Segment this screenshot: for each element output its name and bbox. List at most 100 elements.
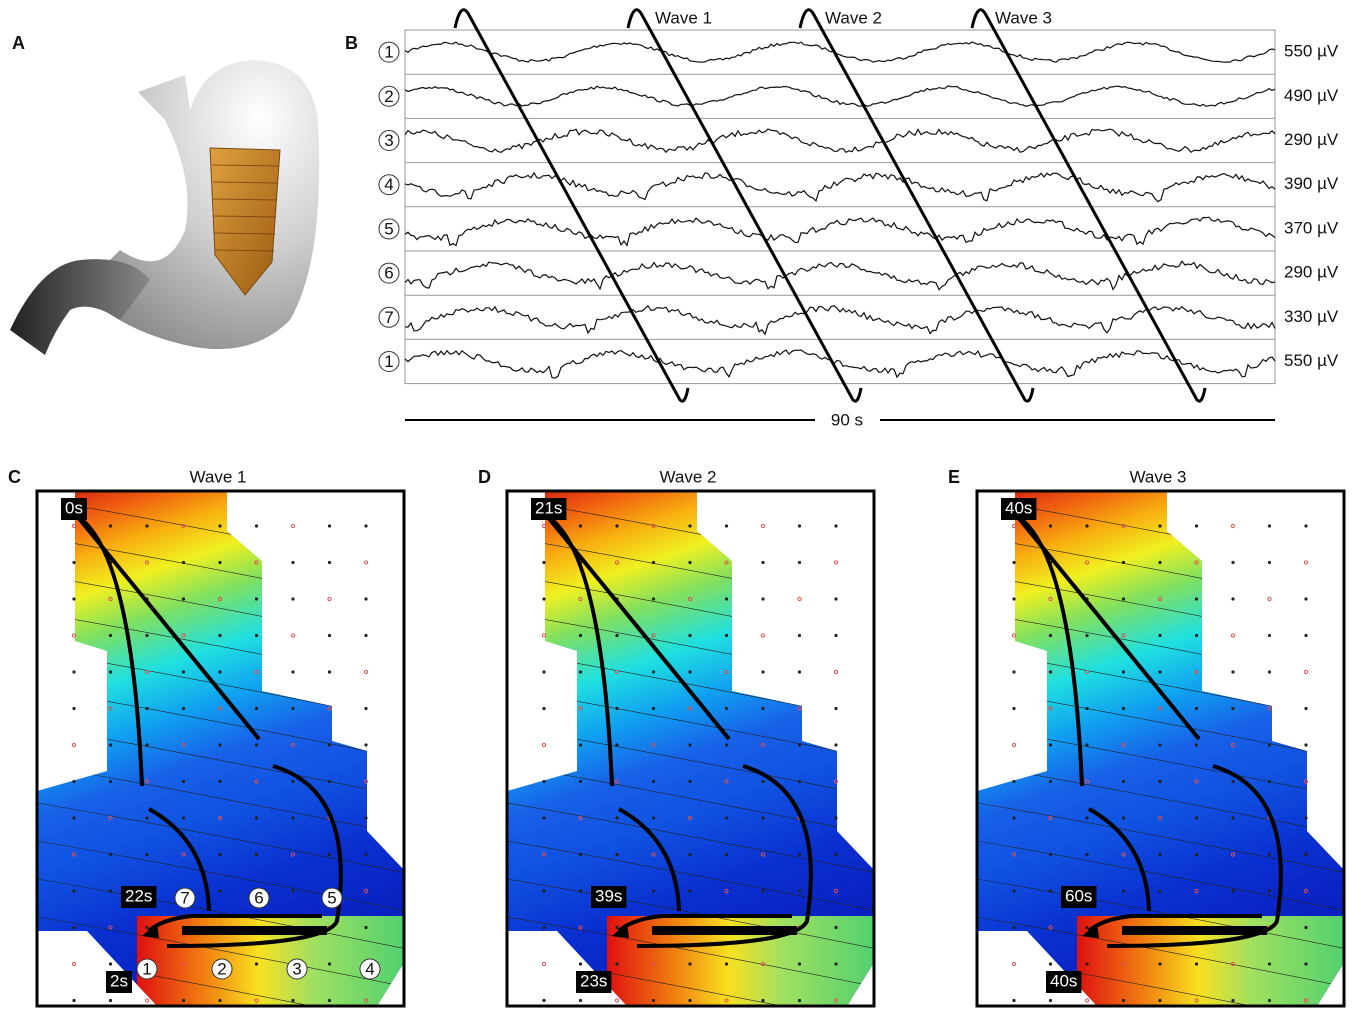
electrode-dot — [1194, 706, 1199, 711]
electrode-dot — [364, 925, 368, 930]
electrode-dot — [144, 669, 150, 675]
electrode-dot — [181, 742, 186, 748]
electrode-dot — [724, 524, 729, 528]
electrode-dot — [327, 779, 332, 784]
electrode-label: 1 — [142, 959, 151, 978]
electrode-dot — [181, 706, 186, 711]
electrode-dot — [145, 706, 149, 711]
electrode-dot — [578, 998, 583, 1003]
contour-fill — [977, 491, 1345, 1006]
electrode-dot — [615, 743, 619, 747]
electrode-dot — [688, 779, 692, 784]
electrode-dot — [254, 743, 259, 747]
electrode-dot — [1158, 998, 1162, 1003]
electrode-dot — [761, 560, 765, 565]
amplitude-label: 550 µV — [1284, 42, 1339, 61]
arrow-bar — [1122, 926, 1267, 935]
time-tag: 23s — [580, 971, 607, 990]
electrode-dot — [181, 998, 186, 1003]
electrode-dot — [1267, 524, 1272, 528]
electrode-dot — [688, 743, 692, 747]
electrode-dot — [615, 524, 619, 528]
electrode-dot — [542, 779, 546, 784]
time-tag-bg — [576, 971, 612, 993]
electrode-dot — [290, 742, 296, 748]
amplitude-label: 290 µV — [1284, 130, 1339, 149]
electrode-dot — [145, 743, 149, 747]
signal-trace — [404, 216, 1276, 247]
electrode-dot — [651, 597, 656, 601]
electrode-dot — [144, 998, 150, 1003]
electrode-dot — [578, 815, 583, 821]
electrode-dot — [1231, 560, 1235, 565]
wave-arrow — [970, 8, 1207, 403]
amplitude-label: 330 µV — [1284, 307, 1339, 326]
electrode-dot — [108, 852, 113, 857]
electrode-dot — [615, 816, 619, 820]
electrode-circle — [359, 958, 381, 980]
wave-label: Wave 1 — [655, 8, 712, 27]
electrode-dot — [761, 597, 765, 601]
electrode-dot — [651, 560, 656, 565]
electrode-dot — [145, 925, 149, 930]
electrode-dot — [1084, 669, 1090, 675]
propagation-arrow — [545, 514, 731, 741]
wave-arrow — [626, 8, 863, 403]
time-tag: 40s — [1050, 971, 1077, 990]
propagation-arrow — [75, 514, 261, 741]
time-tag-bg — [531, 498, 567, 520]
electrode-dot — [1158, 524, 1162, 528]
electrode-dot — [1267, 998, 1272, 1003]
electrode-dot — [108, 670, 113, 674]
electrode-circle — [321, 887, 343, 909]
propagation-arrow — [545, 514, 614, 787]
amplitude-label: 290 µV — [1284, 263, 1339, 282]
electrode-dot — [724, 560, 729, 565]
electrode-dot — [254, 633, 259, 638]
electrode-dot — [181, 852, 186, 857]
electrode-dot — [218, 889, 222, 893]
electrode-dot — [797, 560, 802, 565]
electrode-dot — [1048, 670, 1053, 674]
electrode-dot — [108, 925, 113, 930]
signal-trace — [404, 304, 1276, 336]
electrode-dot — [327, 743, 332, 747]
electrode-dot — [541, 742, 547, 748]
arrow-head — [142, 923, 159, 938]
electrode-label: 4 — [365, 959, 374, 978]
electrode-dot — [72, 560, 76, 565]
electrode-dot — [1157, 706, 1163, 711]
electrode-dot — [1012, 560, 1016, 565]
electrode-dot — [651, 706, 656, 711]
panel-label: D — [478, 467, 491, 487]
electrode-dot — [687, 596, 693, 602]
electrode-dot — [1267, 560, 1272, 565]
electrode-dot — [1084, 779, 1090, 784]
electrode-dot — [1303, 888, 1309, 894]
electrode-dot — [542, 925, 546, 930]
electrode-dot — [1048, 596, 1053, 602]
electrode-dot — [578, 524, 583, 528]
amplitude-label: 550 µV — [1284, 351, 1339, 370]
channel-label: 1 — [384, 43, 393, 62]
electrode-dot — [578, 670, 583, 674]
electrode-dot — [542, 670, 546, 674]
electrode-dot — [1194, 779, 1199, 784]
electrode-dot — [833, 779, 839, 784]
electrode-dot — [108, 633, 113, 638]
electrode-dot — [833, 888, 839, 894]
electrode-dot — [651, 523, 656, 529]
electrode-dot — [327, 852, 332, 857]
propagation-arrow — [1106, 764, 1283, 948]
isoline — [37, 840, 405, 912]
electrode-dot — [834, 633, 838, 638]
signal-trace — [404, 41, 1276, 63]
channel-circle — [378, 218, 400, 240]
propagation-arrow — [636, 764, 813, 948]
time-tag: 0s — [65, 498, 83, 517]
electrode-dot — [1158, 743, 1162, 747]
electrode-dot — [218, 524, 222, 528]
map-frame — [35, 489, 406, 1008]
electrode-dot — [797, 706, 802, 711]
time-tag-bg — [61, 498, 87, 520]
